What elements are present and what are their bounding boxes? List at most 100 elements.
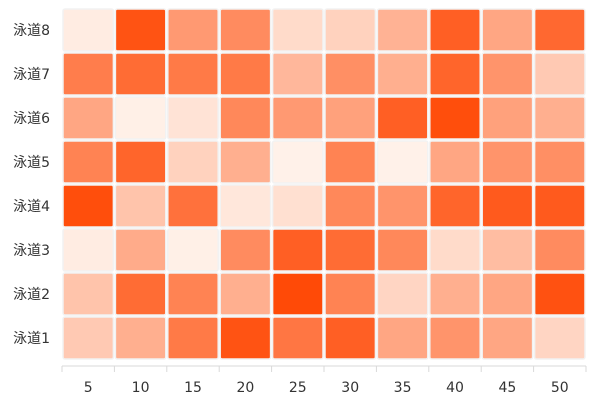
heatmap-cell-泳道7-30	[324, 52, 377, 96]
heatmap-cell-泳道1-45	[481, 316, 534, 360]
heatmap-cell-泳道5-40	[429, 140, 481, 184]
y-axis-labels: 泳道1 泳道2 泳道3 泳道4 泳道5 泳道6 泳道7 泳道8	[13, 23, 50, 347]
heatmap-cell-泳道8-20	[219, 8, 272, 52]
x-tick-label: 5	[84, 380, 93, 396]
x-tick-label: 50	[551, 380, 569, 396]
y-tick-label: 泳道5	[13, 155, 50, 171]
heatmap-cell-泳道5-20	[219, 140, 272, 184]
y-tick-label: 泳道8	[13, 23, 50, 39]
heatmap-cell-泳道6-20	[219, 96, 272, 140]
heatmap-cell-泳道1-20	[219, 316, 272, 360]
heatmap-cell-泳道6-50	[533, 96, 586, 140]
x-tick-label: 10	[132, 380, 150, 396]
heatmap-cell-泳道3-5	[62, 228, 115, 272]
heatmap-cell-泳道8-25	[271, 8, 324, 52]
y-tick-label: 泳道1	[13, 331, 50, 347]
heatmap-cell-泳道3-20	[219, 228, 272, 272]
heatmap-cell-泳道4-40	[429, 184, 481, 228]
heatmap-cell-泳道4-10	[114, 184, 167, 228]
heatmap-cell-泳道6-25	[271, 96, 324, 140]
heatmap-cell-泳道7-15	[167, 52, 219, 96]
heatmap-cell-泳道5-30	[324, 140, 377, 184]
heatmap-cell-泳道2-30	[324, 272, 377, 316]
heatmap-cell-泳道3-35	[376, 228, 429, 272]
x-axis: 5 10 15 20 25 30 35 40 45 50	[61, 365, 587, 396]
heatmap-cell-泳道1-35	[376, 316, 429, 360]
heatmap-cell-泳道7-10	[114, 52, 167, 96]
heatmap-cells	[62, 8, 586, 360]
y-tick-label: 泳道4	[13, 199, 50, 215]
heatmap-cell-泳道2-20	[219, 272, 272, 316]
heatmap-cell-泳道4-5	[62, 184, 115, 228]
heatmap-cell-泳道7-25	[271, 52, 324, 96]
heatmap-cell-泳道2-15	[167, 272, 219, 316]
heatmap-cell-泳道8-10	[114, 8, 167, 52]
heatmap-cell-泳道4-20	[219, 184, 272, 228]
heatmap-cell-泳道1-10	[114, 316, 167, 360]
heatmap-cell-泳道1-5	[62, 316, 115, 360]
heatmap-cell-泳道2-35	[376, 272, 429, 316]
heatmap-cell-泳道4-30	[324, 184, 377, 228]
y-tick-label: 泳道2	[13, 287, 50, 303]
heatmap-cell-泳道5-45	[481, 140, 534, 184]
heatmap-cell-泳道1-50	[533, 316, 586, 360]
heatmap-cell-泳道4-25	[271, 184, 324, 228]
heatmap-cell-泳道8-5	[62, 8, 115, 52]
heatmap-cell-泳道2-5	[62, 272, 115, 316]
heatmap-cell-泳道6-40	[429, 96, 481, 140]
heatmap-cell-泳道7-50	[533, 52, 586, 96]
heatmap-cell-泳道3-45	[481, 228, 534, 272]
heatmap-cell-泳道8-35	[376, 8, 429, 52]
heatmap-cell-泳道8-40	[429, 8, 481, 52]
heatmap-cell-泳道2-40	[429, 272, 481, 316]
heatmap-cell-泳道7-20	[219, 52, 272, 96]
x-tick-label: 45	[498, 380, 516, 396]
x-tick-label: 20	[236, 380, 254, 396]
heatmap-cell-泳道8-30	[324, 8, 377, 52]
heatmap-cell-泳道2-45	[481, 272, 534, 316]
heatmap-cell-泳道2-50	[533, 272, 586, 316]
heatmap-cell-泳道4-45	[481, 184, 534, 228]
heatmap-cell-泳道8-45	[481, 8, 534, 52]
heatmap-cell-泳道6-45	[481, 96, 534, 140]
heatmap-cell-泳道7-45	[481, 52, 534, 96]
x-tick-label: 30	[341, 380, 359, 396]
heatmap-cell-泳道5-35	[376, 140, 429, 184]
heatmap-cell-泳道5-10	[114, 140, 167, 184]
heatmap-cell-泳道4-35	[376, 184, 429, 228]
heatmap-cell-泳道4-15	[167, 184, 219, 228]
heatmap-cell-泳道7-35	[376, 52, 429, 96]
heatmap-cell-泳道6-35	[376, 96, 429, 140]
heatmap-cell-泳道1-40	[429, 316, 481, 360]
heatmap-cell-泳道7-40	[429, 52, 481, 96]
x-tick-label: 40	[446, 380, 464, 396]
heatmap-cell-泳道6-30	[324, 96, 377, 140]
heatmap-cell-泳道6-5	[62, 96, 115, 140]
heatmap-cell-泳道3-30	[324, 228, 377, 272]
y-tick-label: 泳道3	[13, 243, 50, 259]
heatmap-cell-泳道3-15	[167, 228, 219, 272]
y-tick-label: 泳道6	[13, 111, 50, 127]
heatmap-cell-泳道1-30	[324, 316, 377, 360]
heatmap-cell-泳道5-5	[62, 140, 115, 184]
heatmap-cell-泳道3-25	[271, 228, 324, 272]
heatmap-cell-泳道5-25	[271, 140, 324, 184]
heatmap-cell-泳道2-25	[271, 272, 324, 316]
heatmap-cell-泳道1-25	[271, 316, 324, 360]
heatmap-cell-泳道6-10	[114, 96, 167, 140]
heatmap-cell-泳道8-50	[533, 8, 586, 52]
heatmap-cell-泳道2-10	[114, 272, 167, 316]
y-tick-label: 泳道7	[13, 67, 50, 83]
heatmap-cell-泳道7-5	[62, 52, 115, 96]
x-tick-label: 15	[184, 380, 202, 396]
heatmap-cell-泳道5-15	[167, 140, 219, 184]
heatmap-cell-泳道8-15	[167, 8, 219, 52]
heatmap-cell-泳道3-10	[114, 228, 167, 272]
x-tick-label: 25	[289, 380, 307, 396]
heatmap-cell-泳道3-50	[533, 228, 586, 272]
heatmap-cell-泳道5-50	[533, 140, 586, 184]
heatmap-cell-泳道4-50	[533, 184, 586, 228]
x-tick-label: 35	[394, 380, 412, 396]
heatmap-cell-泳道3-40	[429, 228, 481, 272]
